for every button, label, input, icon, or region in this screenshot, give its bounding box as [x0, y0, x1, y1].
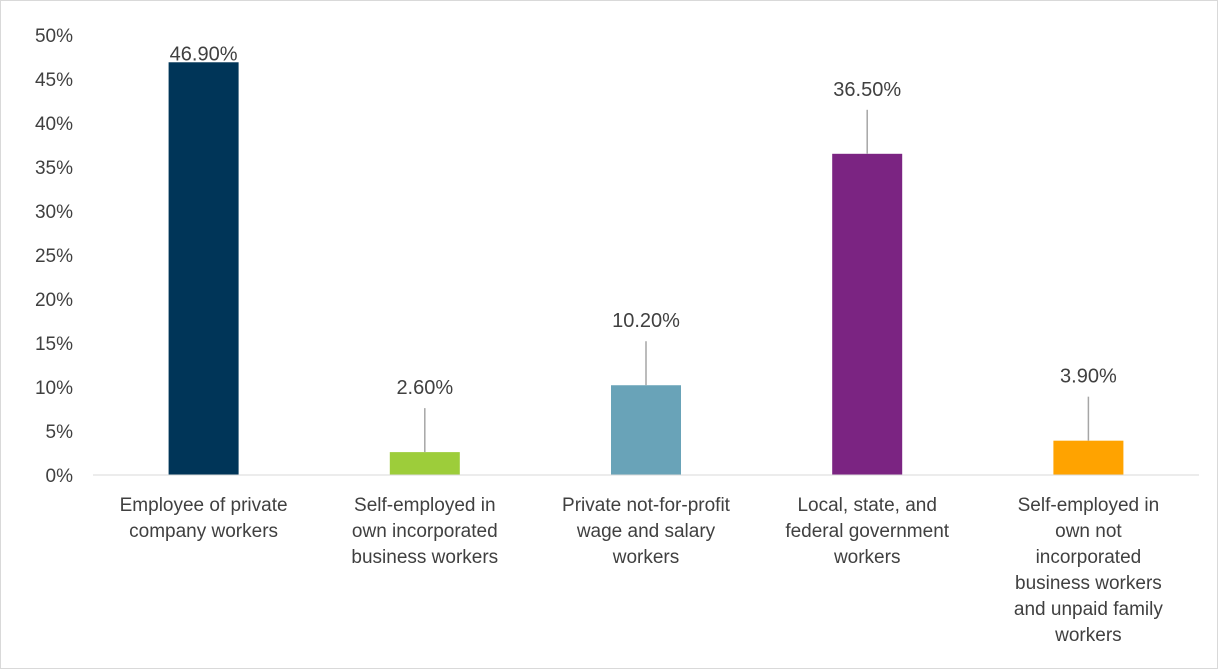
y-tick-label: 40% — [35, 114, 73, 135]
category-label-line: and unpaid family — [1014, 599, 1163, 620]
y-axis-tick-labels: 0% 5% 10% 15% 20% 25% 30% 35% 40% 45% 50% — [35, 26, 73, 487]
category-label-line: company workers — [129, 521, 278, 542]
data-label: 2.60% — [396, 377, 453, 399]
y-tick-label: 15% — [35, 334, 73, 355]
bar — [168, 62, 239, 475]
category-label-line: own not — [1055, 521, 1122, 542]
y-tick-label: 25% — [35, 246, 73, 267]
data-label: 36.50% — [833, 79, 901, 101]
category-label-line: Local, state, and — [797, 495, 936, 516]
category-label-line: Self-employed in — [1018, 495, 1160, 516]
category-label-line: workers — [612, 547, 680, 568]
category-label: Local, state, and federal government worke… — [785, 495, 949, 568]
category-label-line: business workers — [351, 547, 498, 568]
category-label-line: incorporated — [1036, 547, 1142, 568]
y-tick-label: 0% — [46, 466, 74, 487]
category-label: Self-employed in own incorporated business… — [351, 495, 498, 568]
data-label: 10.20% — [612, 310, 680, 332]
data-label: 46.90% — [170, 43, 238, 65]
y-tick-label: 50% — [35, 26, 73, 47]
bar — [832, 153, 903, 476]
bar — [1053, 440, 1124, 475]
data-labels: 46.90% 2.60% 10.20% 36.50% 3.90% — [170, 43, 1117, 399]
y-tick-label: 35% — [35, 158, 73, 179]
y-tick-label: 10% — [35, 378, 73, 399]
y-tick-label: 30% — [35, 202, 73, 223]
leader-lines — [424, 109, 1090, 453]
bar — [389, 452, 460, 475]
category-label: Self-employed in own not incorporated busin… — [1014, 495, 1163, 646]
category-label: Employee of private company workers — [120, 495, 288, 542]
bar — [611, 385, 681, 475]
category-label-line: wage and salary — [576, 521, 716, 542]
category-label-line: Private not-for-profit — [562, 495, 731, 516]
data-label: 3.90% — [1060, 366, 1117, 388]
category-label-line: Self-employed in — [354, 495, 496, 516]
y-tick-label: 45% — [35, 70, 73, 91]
x-axis-category-labels: Employee of private company workers Self-e… — [120, 495, 1164, 646]
category-label-line: own incorporated — [352, 521, 498, 542]
y-tick-label: 5% — [46, 422, 74, 443]
category-label: Private not-for-profit wage and salary wor… — [562, 495, 731, 568]
category-label-line: business workers — [1015, 573, 1162, 594]
bars — [168, 62, 1124, 476]
category-label-line: workers — [1054, 625, 1122, 646]
category-label-line: workers — [833, 547, 901, 568]
category-label-line: federal government — [785, 521, 949, 542]
category-label-line: Employee of private — [120, 495, 288, 516]
y-tick-label: 20% — [35, 290, 73, 311]
